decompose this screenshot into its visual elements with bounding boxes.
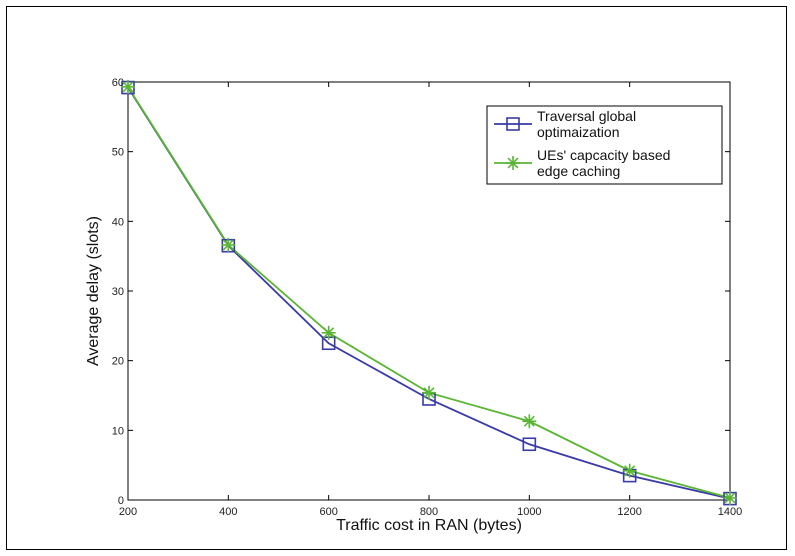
x-tick-label: 1200 — [617, 506, 641, 518]
legend-box — [486, 105, 723, 185]
series-1-point — [522, 437, 537, 452]
legend-marker-1 — [506, 117, 520, 131]
series-2-point — [221, 238, 236, 253]
legend-label: Traversal global — [537, 108, 636, 124]
legend-label: UEs' capcacity based — [537, 147, 670, 163]
x-tick-label: 800 — [420, 506, 438, 518]
legend-label: edge caching — [537, 163, 620, 179]
y-tick-label: 40 — [112, 216, 124, 228]
x-tick-label: 600 — [319, 506, 337, 518]
x-axis-label: Traffic cost in RAN (bytes) — [336, 517, 522, 534]
series-2-point — [321, 325, 336, 340]
x-tick-label: 1400 — [718, 506, 742, 518]
x-tick-label: 400 — [219, 506, 237, 518]
x-tick-label: 1000 — [517, 506, 541, 518]
y-tick-label: 30 — [112, 286, 124, 298]
series-2-point — [121, 79, 135, 94]
y-tick-label: 60 — [112, 77, 124, 89]
y-axis-label: Average delay (slots) — [85, 216, 102, 366]
series-2-point — [723, 490, 737, 505]
series-2-point — [622, 463, 637, 478]
legend-marker-2 — [506, 156, 520, 170]
x-tick-label: 200 — [119, 506, 137, 518]
y-tick-label: 0 — [118, 495, 124, 507]
y-tick-label: 20 — [112, 356, 124, 368]
y-tick-label: 50 — [112, 147, 124, 159]
series-2-point — [422, 385, 436, 400]
y-tick-label: 10 — [112, 425, 124, 437]
series-2-point — [522, 414, 537, 429]
legend-label: optimaization — [537, 124, 620, 140]
